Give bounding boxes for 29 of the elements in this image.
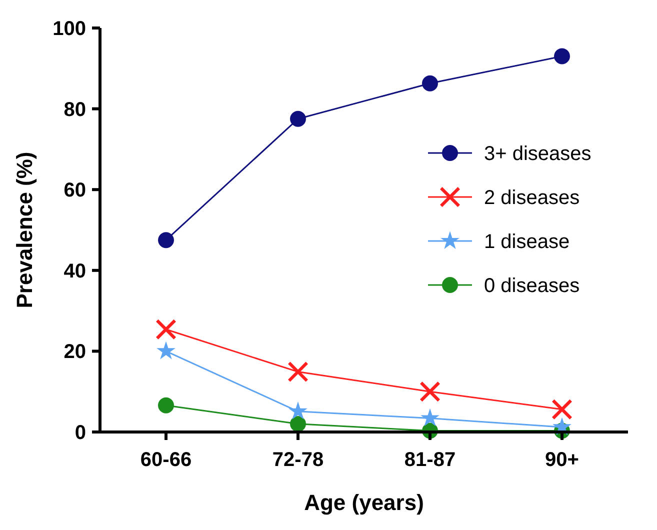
point <box>552 399 572 420</box>
point <box>156 341 176 360</box>
point <box>420 408 440 426</box>
x-axis-title: Age (years) <box>304 490 424 515</box>
y-tick-label: 80 <box>64 98 86 121</box>
legend-label: 1 disease <box>484 231 570 253</box>
y-tick-label: 100 <box>52 18 86 40</box>
point <box>158 232 174 248</box>
point <box>554 48 570 64</box>
legend-label: 3+ diseases <box>484 143 592 165</box>
x-tick-label: 60-66 <box>140 449 192 471</box>
y-tick-label: 60 <box>64 180 86 202</box>
point <box>158 397 174 414</box>
point <box>420 382 440 402</box>
y-tick-label: 20 <box>64 341 86 364</box>
point <box>156 319 176 340</box>
point <box>290 110 306 127</box>
point <box>422 75 438 92</box>
x-tick-label: 90+ <box>545 449 579 471</box>
x-tick-label: 81-87 <box>404 449 456 471</box>
y-tick-label: 40 <box>64 260 86 282</box>
legend-label: 0 diseases <box>484 275 580 297</box>
y-tick-label: 0 <box>74 422 86 444</box>
y-axis-title: Prevalence (%) <box>12 152 37 308</box>
x-tick-label: 72-78 <box>272 449 324 471</box>
point <box>288 401 308 420</box>
point <box>288 362 308 382</box>
legend-label: 2 diseases <box>484 187 580 209</box>
point <box>290 416 306 432</box>
